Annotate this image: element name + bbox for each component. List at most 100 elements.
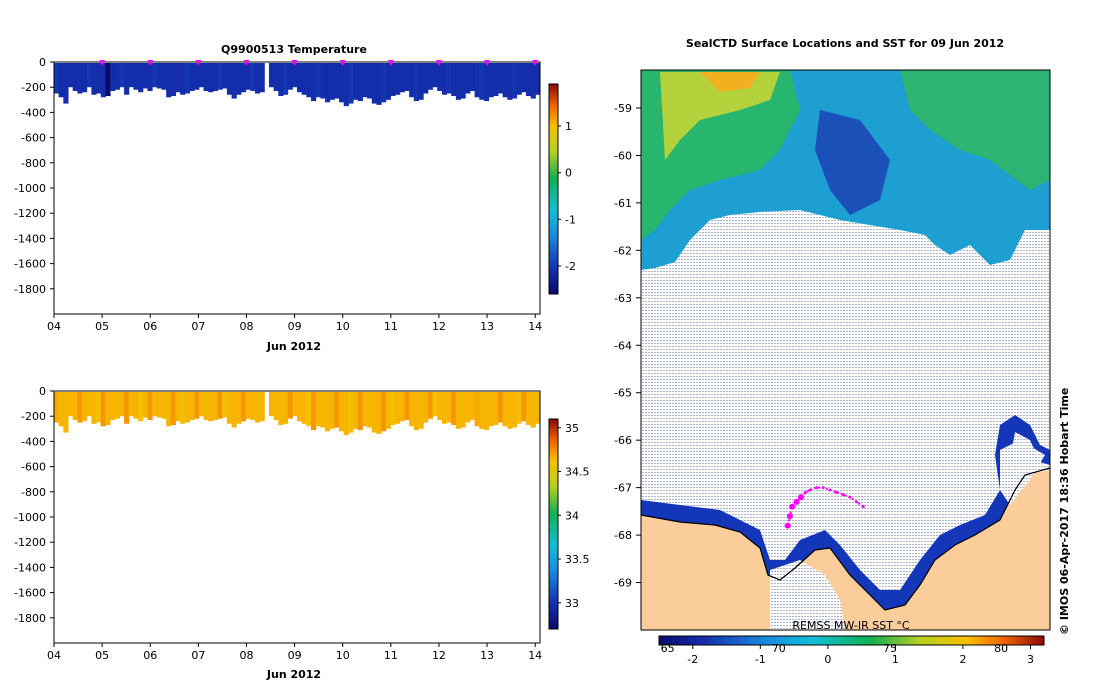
lon-tick-label: 70 <box>772 642 786 655</box>
profile-bar <box>287 63 293 90</box>
profile-bar <box>479 392 485 429</box>
profile-bar <box>96 63 102 94</box>
profile-bar <box>86 63 92 88</box>
profile-bar <box>301 63 307 95</box>
profile-bar <box>184 392 191 423</box>
surface-location <box>784 522 791 529</box>
profile-bar <box>142 392 148 418</box>
profile-bar <box>292 392 298 417</box>
profile-bar <box>194 392 200 419</box>
warm-sst-patch-east <box>900 70 1050 190</box>
temperature-colorbar <box>548 83 559 295</box>
profile-bar <box>124 63 130 95</box>
lon-tick-label: 65 <box>661 642 675 655</box>
surfacing-marker <box>195 60 202 66</box>
profile-bar <box>110 63 116 91</box>
profile-bar <box>68 392 74 417</box>
profile-bar <box>147 63 153 91</box>
colorbar-tick-label: 0 <box>565 167 572 180</box>
profile-bar <box>306 392 312 427</box>
x-tick-label: 13 <box>480 320 494 333</box>
profile-bar <box>320 392 326 428</box>
salinity-profiles <box>54 392 541 436</box>
profile-bar <box>441 392 448 424</box>
surface-location <box>861 505 865 509</box>
profile-bar <box>413 63 419 102</box>
profile-bar <box>240 63 247 93</box>
sst-colorbar <box>658 635 1045 646</box>
profile-bar <box>189 63 195 91</box>
profile-bar <box>432 63 438 88</box>
y-tick-label: -1000 <box>14 182 46 195</box>
profile-bar <box>217 392 223 419</box>
profile-bar <box>128 392 134 417</box>
profile-bar <box>222 392 228 418</box>
profile-bar <box>385 63 391 100</box>
profile-bar <box>535 63 541 95</box>
profile-bar <box>357 392 363 431</box>
profile-bar <box>451 392 457 426</box>
profile-bar <box>362 63 368 98</box>
surfacing-marker <box>99 60 106 66</box>
surface-location <box>789 503 796 510</box>
profile-bar <box>511 392 518 428</box>
profile-bar <box>194 63 200 90</box>
profile-bar <box>502 392 508 427</box>
surfacing-marker <box>484 60 491 66</box>
ice-shelf <box>770 560 845 630</box>
surface-location <box>815 486 819 490</box>
profile-bar <box>240 392 247 422</box>
sst-map-area <box>640 70 1051 630</box>
profile-bar <box>222 63 228 89</box>
profile-bar <box>170 63 176 97</box>
longitude-ticks: 65 70 75 80 <box>661 642 1008 655</box>
colorbar-tick-label: 34 <box>565 509 579 522</box>
lat-tick-label: -66 <box>614 434 632 447</box>
profile-bar <box>297 392 303 422</box>
y-tick-label: -1800 <box>14 283 46 296</box>
profile-bar <box>63 63 69 104</box>
profile-bar <box>273 392 279 420</box>
profile-bar <box>399 63 405 93</box>
profile-bar <box>362 392 368 427</box>
profile-bar <box>268 392 275 417</box>
profile-bar <box>507 63 513 100</box>
surfacing-marker <box>243 60 250 66</box>
profile-bar <box>82 63 88 93</box>
profile-bar <box>82 392 88 422</box>
surface-location <box>841 493 845 497</box>
profile-bar <box>469 392 476 420</box>
profile-bar <box>483 63 490 102</box>
profile-bar <box>507 392 513 429</box>
profile-bar <box>110 392 116 420</box>
profile-bar <box>381 63 387 103</box>
profile-bar <box>72 392 78 420</box>
profile-bar <box>212 392 219 420</box>
profile-bar <box>381 392 387 432</box>
profile-bar <box>226 63 233 95</box>
profile-bar <box>217 63 223 90</box>
lat-tick-label: -62 <box>614 244 632 257</box>
profile-bar <box>455 392 462 429</box>
profile-bar <box>339 392 345 432</box>
profile-bar <box>460 63 466 99</box>
y-tick-label: -1400 <box>14 232 46 245</box>
salinity-y-ticks: 0 -200 -400 -600 -800 -1000 -1200 -1400 -1600 -18… <box>14 385 54 625</box>
profile-bar <box>254 392 261 423</box>
profile-bar <box>516 63 522 95</box>
profile-bar <box>100 392 106 427</box>
surface-location <box>828 488 832 492</box>
colorbar-tick-label: -2 <box>565 260 576 273</box>
profile-bar <box>203 392 209 420</box>
profile-bar <box>86 392 92 417</box>
profile-bar <box>469 63 476 91</box>
surface-location <box>808 488 812 492</box>
profile-bar <box>100 63 106 98</box>
x-tick-label: 08 <box>239 649 253 662</box>
sst-colorbar-tick-label: 1 <box>892 653 899 666</box>
surface-location <box>803 490 807 494</box>
profile-bar <box>497 63 504 94</box>
lat-tick-label: -67 <box>614 482 632 495</box>
salinity-x-label: Jun 2012 <box>266 668 321 681</box>
profile-bar <box>231 392 237 428</box>
